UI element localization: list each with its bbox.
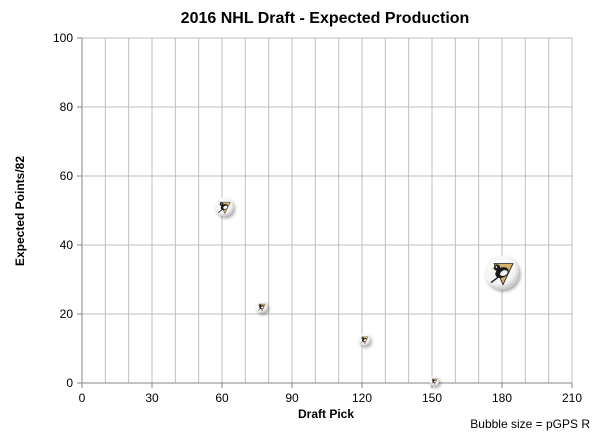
y-tick-label: 60 [60, 169, 74, 183]
y-tick-label: 80 [60, 100, 74, 114]
y-tick-label: 100 [53, 31, 73, 45]
x-tick-label: 150 [422, 391, 442, 405]
x-tick-label: 210 [562, 391, 582, 405]
y-axis-label: Expected Points/82 [13, 156, 27, 266]
x-axis-label: Draft Pick [298, 407, 354, 421]
x-tick-label: 0 [79, 391, 86, 405]
y-tick-label: 0 [66, 376, 73, 390]
x-tick-label: 90 [285, 391, 299, 405]
data-point [485, 255, 519, 290]
data-points [215, 197, 519, 387]
gridlines [82, 37, 573, 383]
y-tick-labels: 0 20 40 60 80 100 [53, 31, 73, 390]
x-tick-label: 30 [145, 391, 159, 405]
data-point [429, 376, 440, 387]
bubble-size-note: Bubble size = pGPS R [470, 417, 590, 431]
x-tick-label: 120 [352, 391, 372, 405]
axes [77, 37, 573, 388]
y-tick-label: 40 [60, 238, 74, 252]
chart-title: 2016 NHL Draft - Expected Production [181, 10, 470, 27]
data-point [215, 197, 234, 217]
x-tick-label: 60 [215, 391, 229, 405]
data-point [255, 301, 268, 313]
x-tick-label: 180 [492, 391, 512, 405]
data-point [358, 333, 371, 346]
y-tick-label: 20 [60, 307, 74, 321]
x-tick-labels: 0 30 60 90 120 150 180 210 [79, 391, 583, 405]
penguin-logo-icon [360, 336, 369, 345]
penguin-logo-icon [431, 378, 438, 385]
penguin-logo-icon [490, 263, 514, 286]
penguin-logo-icon [218, 201, 231, 215]
penguin-logo-icon [257, 303, 266, 312]
